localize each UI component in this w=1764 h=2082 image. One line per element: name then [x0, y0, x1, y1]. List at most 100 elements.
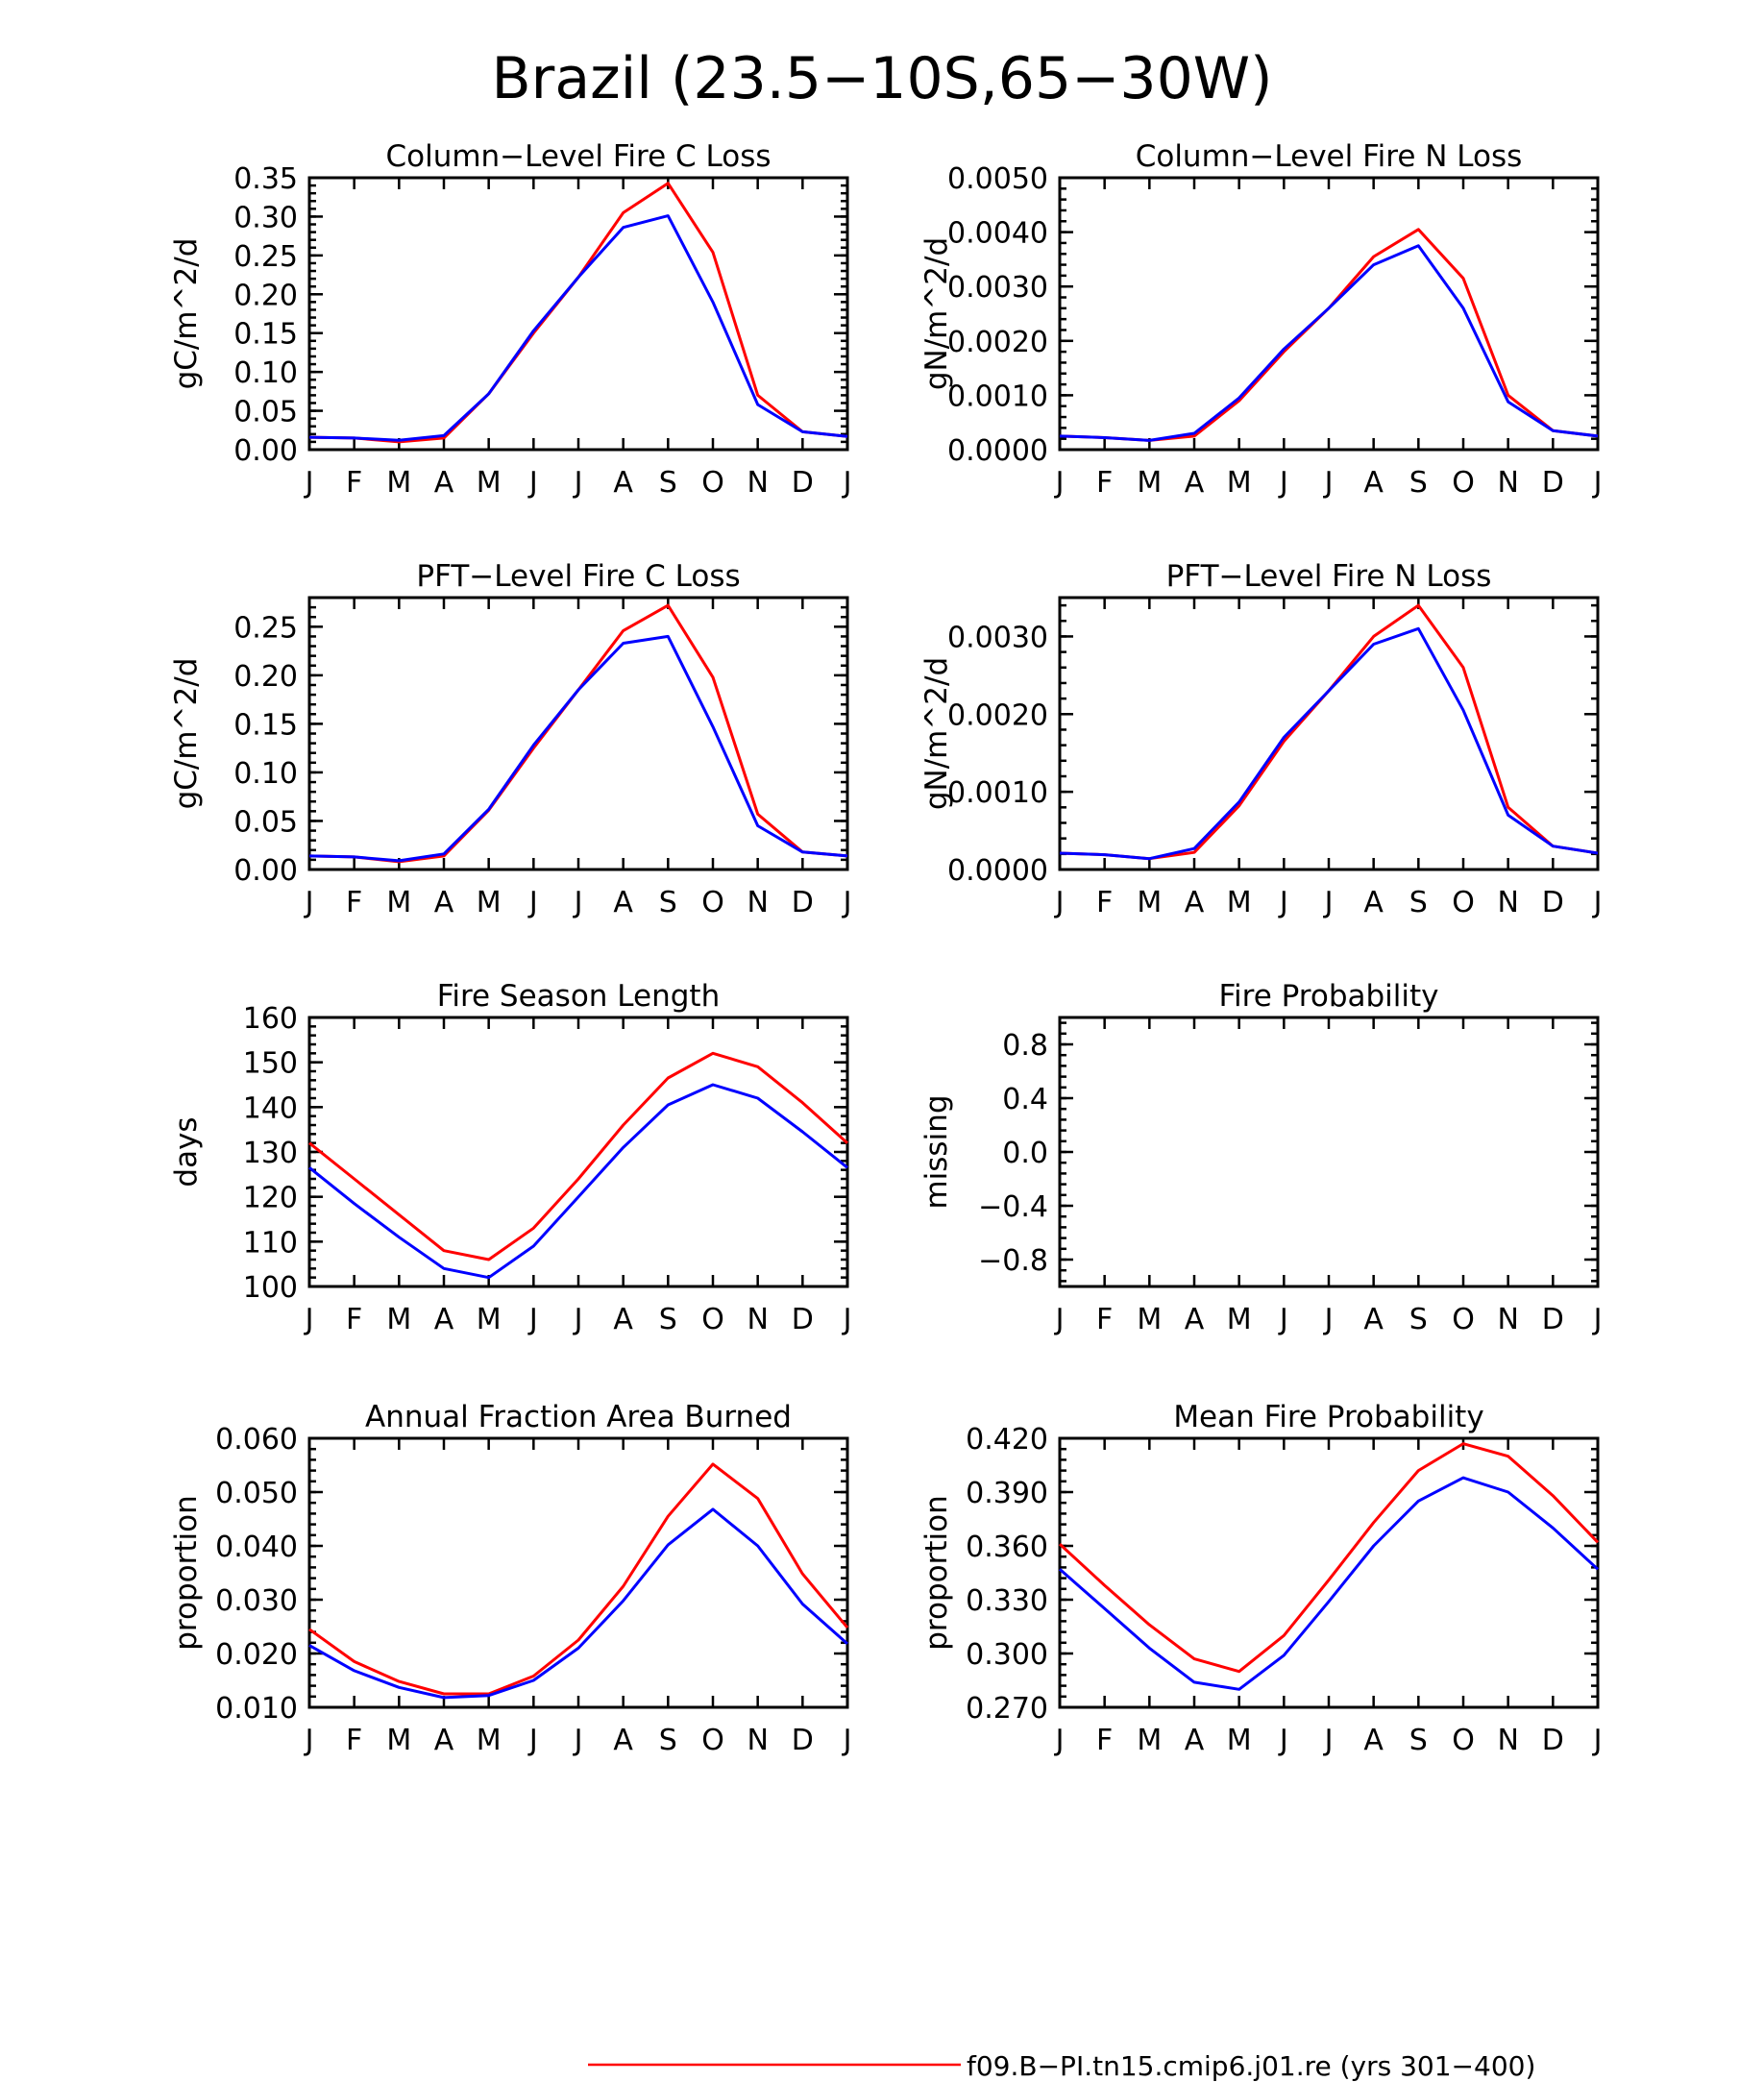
x-tick-label: J [1323, 886, 1334, 919]
y-tick-label: 140 [243, 1091, 298, 1125]
x-tick-label: M [1137, 1724, 1162, 1757]
y-tick-label: 0.040 [215, 1531, 298, 1564]
x-tick-label: D [1542, 1303, 1564, 1336]
x-tick-label: N [747, 466, 768, 500]
x-tick-label: M [386, 466, 411, 500]
x-tick-label: O [1452, 1724, 1475, 1757]
x-tick-label: F [346, 466, 362, 500]
x-tick-label: A [613, 1724, 633, 1757]
x-tick-label: J [573, 466, 583, 500]
x-tick-label: J [573, 886, 583, 919]
y-tick-label: 0.25 [233, 611, 298, 645]
y-tick-label: 0.0030 [947, 271, 1048, 305]
y-tick-label: 150 [243, 1047, 298, 1081]
x-tick-label: N [1497, 466, 1518, 500]
panel-title: Fire Probability [1218, 979, 1438, 1014]
x-tick-label: D [792, 1303, 814, 1336]
x-tick-label: A [1363, 466, 1384, 500]
x-tick-label: O [701, 1724, 724, 1757]
x-tick-label: S [1409, 1724, 1428, 1757]
x-tick-label: O [701, 1303, 724, 1336]
plot-frame [307, 1016, 849, 1288]
x-tick-label: D [1542, 466, 1564, 500]
y-tick-label: 0.270 [966, 1692, 1048, 1726]
x-tick-label: A [1363, 886, 1384, 919]
x-tick-label: J [1278, 466, 1288, 500]
y-tick-label: 0.30 [233, 201, 298, 234]
series-line-blue [1059, 244, 1599, 442]
y-tick-label: 0.330 [966, 1584, 1048, 1618]
y-tick-label: 0.4 [1002, 1083, 1048, 1116]
y-tick-label: 0.10 [233, 356, 298, 390]
x-tick-label: J [1323, 466, 1334, 500]
x-tick-label: A [434, 1303, 454, 1336]
y-axis-label: gC/m^2/d [169, 238, 204, 390]
x-tick-label: J [573, 1724, 583, 1757]
x-tick-label: M [1137, 466, 1162, 500]
x-tick-label: S [1409, 1303, 1428, 1336]
series-line-blue [308, 1083, 848, 1280]
x-tick-label: M [386, 1303, 411, 1336]
x-tick-label: J [304, 886, 314, 919]
y-tick-label: 0.20 [233, 660, 298, 694]
y-tick-label: 0.020 [215, 1638, 298, 1672]
x-tick-label: F [346, 1303, 362, 1336]
plot-frame [1058, 1436, 1600, 1709]
y-tick-label: 120 [243, 1182, 298, 1215]
legend-label-red: f09.B−PI.tn15.cmip6.j01.re (yrs 301−400) [967, 2050, 1535, 2082]
y-tick-label: 0.0030 [947, 621, 1048, 654]
x-tick-label: O [1452, 886, 1475, 919]
y-tick-label: −0.8 [978, 1244, 1048, 1278]
y-axis-label: proportion [169, 1495, 204, 1650]
x-tick-label: A [613, 466, 633, 500]
series-line-red [1058, 1442, 1600, 1674]
y-tick-label: 0.030 [215, 1584, 298, 1618]
x-tick-label: A [613, 1303, 633, 1336]
x-tick-label: M [1137, 886, 1162, 919]
y-tick-label: 110 [243, 1226, 298, 1260]
x-tick-label: D [792, 886, 814, 919]
y-tick-label: 0.0020 [947, 698, 1048, 732]
x-tick-label: F [1096, 466, 1113, 500]
x-tick-label: N [1497, 1303, 1518, 1336]
y-axis-label: gN/m^2/d [919, 237, 954, 390]
y-tick-label: 100 [243, 1271, 298, 1305]
x-tick-label: J [527, 466, 538, 500]
x-tick-label: A [434, 1724, 454, 1757]
x-tick-label: J [1054, 1303, 1065, 1336]
x-tick-label: A [613, 886, 633, 919]
series-line-blue [308, 1507, 848, 1700]
x-tick-label: S [659, 1303, 677, 1336]
x-tick-label: M [1227, 886, 1252, 919]
y-tick-label: 0.010 [215, 1692, 298, 1726]
x-tick-label: J [1592, 886, 1603, 919]
x-tick-label: F [1096, 1724, 1113, 1757]
x-tick-label: J [304, 1724, 314, 1757]
plot-frame [307, 596, 849, 871]
x-tick-label: M [477, 886, 502, 919]
x-tick-label: S [1409, 466, 1428, 500]
y-tick-label: 0.390 [966, 1477, 1048, 1510]
panel-title: Fire Season Length [437, 979, 720, 1014]
x-tick-label: O [701, 466, 724, 500]
x-tick-label: O [1452, 466, 1475, 500]
y-tick-label: 0.0010 [947, 776, 1048, 810]
figure-title: Brazil (23.5−10S,65−30W) [492, 45, 1273, 112]
y-axis-label: gC/m^2/d [169, 658, 204, 810]
x-tick-label: M [477, 1724, 502, 1757]
series-line-red [308, 1051, 849, 1261]
y-tick-label: 0.0 [1002, 1137, 1048, 1170]
x-tick-label: J [1278, 886, 1288, 919]
x-tick-label: N [1497, 1724, 1518, 1757]
x-tick-label: J [1054, 886, 1065, 919]
y-tick-label: 0.00 [233, 854, 298, 888]
y-axis-label: days [169, 1116, 204, 1187]
x-tick-label: M [477, 466, 502, 500]
x-tick-label: D [792, 466, 814, 500]
y-tick-label: −0.4 [978, 1190, 1048, 1224]
x-tick-label: O [1452, 1303, 1475, 1336]
